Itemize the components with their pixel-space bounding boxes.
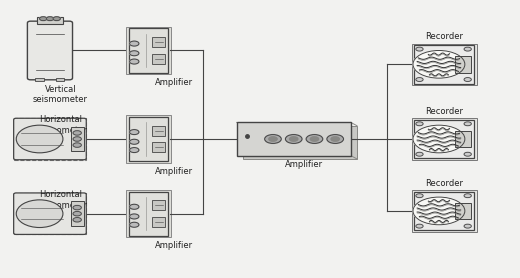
Circle shape: [464, 194, 471, 198]
Bar: [412, 44, 476, 85]
Circle shape: [416, 78, 423, 81]
Circle shape: [464, 224, 471, 228]
Text: Recorder: Recorder: [425, 32, 463, 41]
Circle shape: [129, 41, 139, 46]
Circle shape: [73, 212, 81, 216]
Bar: [129, 192, 168, 236]
Circle shape: [464, 47, 471, 51]
Text: Horizontal
seismometer: Horizontal seismometer: [33, 190, 88, 210]
Bar: [129, 28, 168, 73]
Circle shape: [129, 51, 139, 56]
Circle shape: [285, 135, 302, 143]
Circle shape: [413, 125, 465, 153]
Bar: [14, 118, 86, 160]
Bar: [414, 45, 474, 84]
Circle shape: [129, 148, 139, 153]
Bar: [414, 120, 474, 158]
Bar: [152, 142, 165, 152]
Circle shape: [265, 135, 281, 143]
Circle shape: [129, 59, 139, 64]
Circle shape: [416, 152, 423, 156]
Circle shape: [73, 143, 81, 147]
Bar: [454, 56, 471, 73]
Circle shape: [464, 122, 471, 126]
Bar: [14, 193, 86, 234]
Text: Amplifier: Amplifier: [285, 160, 323, 169]
Ellipse shape: [16, 200, 63, 227]
Circle shape: [46, 17, 54, 21]
Circle shape: [327, 135, 344, 143]
FancyBboxPatch shape: [243, 126, 357, 159]
Circle shape: [416, 122, 423, 126]
Circle shape: [290, 137, 298, 141]
Circle shape: [464, 152, 471, 156]
Circle shape: [129, 214, 139, 219]
Text: Amplifier: Amplifier: [155, 78, 193, 87]
Bar: [56, 78, 64, 81]
Text: Recorder: Recorder: [425, 179, 463, 188]
Circle shape: [73, 137, 81, 141]
Circle shape: [40, 17, 47, 21]
Ellipse shape: [16, 125, 63, 153]
Circle shape: [129, 139, 139, 144]
Bar: [37, 17, 63, 24]
Bar: [71, 201, 84, 226]
Circle shape: [73, 131, 81, 135]
Circle shape: [416, 224, 423, 228]
Bar: [71, 126, 84, 152]
Bar: [152, 200, 165, 210]
Bar: [454, 131, 471, 147]
Circle shape: [413, 51, 465, 78]
Circle shape: [129, 222, 139, 227]
Text: Amplifier: Amplifier: [155, 241, 193, 250]
Text: Recorder: Recorder: [425, 107, 463, 116]
Circle shape: [129, 130, 139, 135]
Text: Horizontal
seismometer: Horizontal seismometer: [33, 115, 88, 135]
Circle shape: [464, 78, 471, 81]
Circle shape: [331, 137, 340, 141]
Bar: [414, 192, 474, 230]
Circle shape: [310, 137, 319, 141]
Bar: [152, 126, 165, 136]
Circle shape: [416, 194, 423, 198]
FancyBboxPatch shape: [14, 118, 86, 160]
Bar: [152, 217, 165, 227]
Circle shape: [73, 218, 81, 222]
Circle shape: [73, 205, 81, 210]
Bar: [454, 203, 471, 219]
Bar: [126, 115, 171, 163]
Circle shape: [416, 47, 423, 51]
Bar: [152, 54, 165, 64]
Text: Vertical
seismometer: Vertical seismometer: [33, 85, 88, 105]
FancyBboxPatch shape: [237, 122, 351, 156]
Bar: [152, 37, 165, 47]
Bar: [412, 190, 476, 232]
Bar: [126, 190, 171, 237]
Circle shape: [269, 137, 277, 141]
FancyBboxPatch shape: [14, 193, 86, 234]
Bar: [126, 27, 171, 74]
Circle shape: [306, 135, 323, 143]
Bar: [129, 117, 168, 161]
Bar: [35, 78, 44, 81]
FancyBboxPatch shape: [28, 21, 72, 80]
Circle shape: [53, 17, 60, 21]
Bar: [412, 118, 476, 160]
Circle shape: [129, 204, 139, 209]
Circle shape: [413, 197, 465, 225]
Text: Amplifier: Amplifier: [155, 167, 193, 176]
